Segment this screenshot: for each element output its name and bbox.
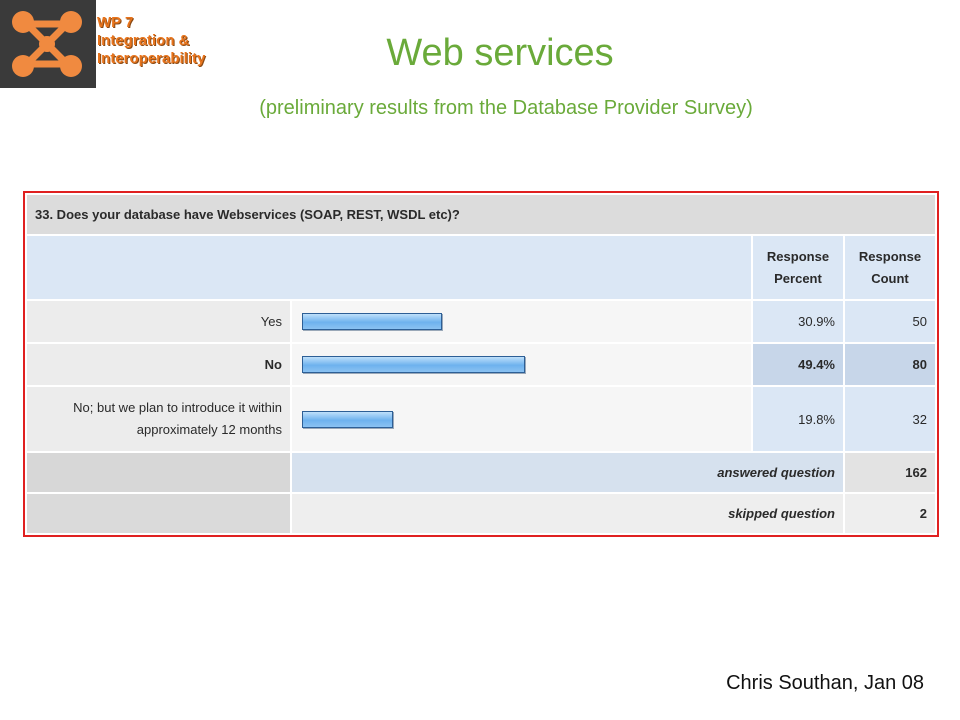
bar-no [302, 356, 525, 374]
project-logo [0, 0, 96, 88]
work-package-label: WP 7 Integration & Interoperability [97, 14, 205, 68]
answered-row: answered question 162 [25, 451, 937, 494]
answer-label: Yes [25, 299, 292, 345]
skipped-label: skipped question [290, 491, 845, 536]
column-header-count: Response Count [843, 233, 937, 302]
wp-line: Integration & [97, 32, 190, 49]
slide-subtitle: (preliminary results from the Database P… [259, 97, 753, 119]
wp-line: Interoperability [97, 50, 206, 67]
question-text: 33. Does your database have Webservices … [25, 193, 937, 236]
response-count: 32 [843, 385, 937, 454]
response-count: 80 [843, 342, 937, 388]
bar-cell [290, 385, 753, 454]
answered-label: answered question [290, 451, 845, 494]
summary-spacer [25, 491, 292, 536]
response-count: 50 [843, 299, 937, 345]
bar-no-but-planned [302, 410, 393, 428]
response-percent: 49.4% [751, 342, 845, 388]
author-credit: Chris Southan, Jan 08 [726, 672, 924, 694]
bar-yes [302, 313, 442, 331]
wp-line: WP 7 [97, 14, 134, 31]
skipped-row: skipped question 2 [25, 491, 937, 536]
network-logo-icon [12, 11, 82, 77]
summary-spacer [25, 451, 292, 494]
answer-label: No; but we plan to introduce it within a… [25, 385, 292, 454]
answer-label: No [25, 342, 292, 388]
survey-results-table: 33. Does your database have Webservices … [23, 191, 939, 537]
answer-row: No; but we plan to introduce it within a… [25, 385, 937, 454]
header-spacer [25, 233, 753, 302]
response-percent: 19.8% [751, 385, 845, 454]
answered-count: 162 [843, 451, 937, 494]
bar-cell [290, 342, 753, 388]
answer-row: Yes 30.9% 50 [25, 299, 937, 345]
bar-cell [290, 299, 753, 345]
column-header-percent: Response Percent [751, 233, 845, 302]
response-percent: 30.9% [751, 299, 845, 345]
answer-row: No 49.4% 80 [25, 342, 937, 388]
skipped-count: 2 [843, 491, 937, 536]
slide-title: Web services [386, 32, 614, 74]
